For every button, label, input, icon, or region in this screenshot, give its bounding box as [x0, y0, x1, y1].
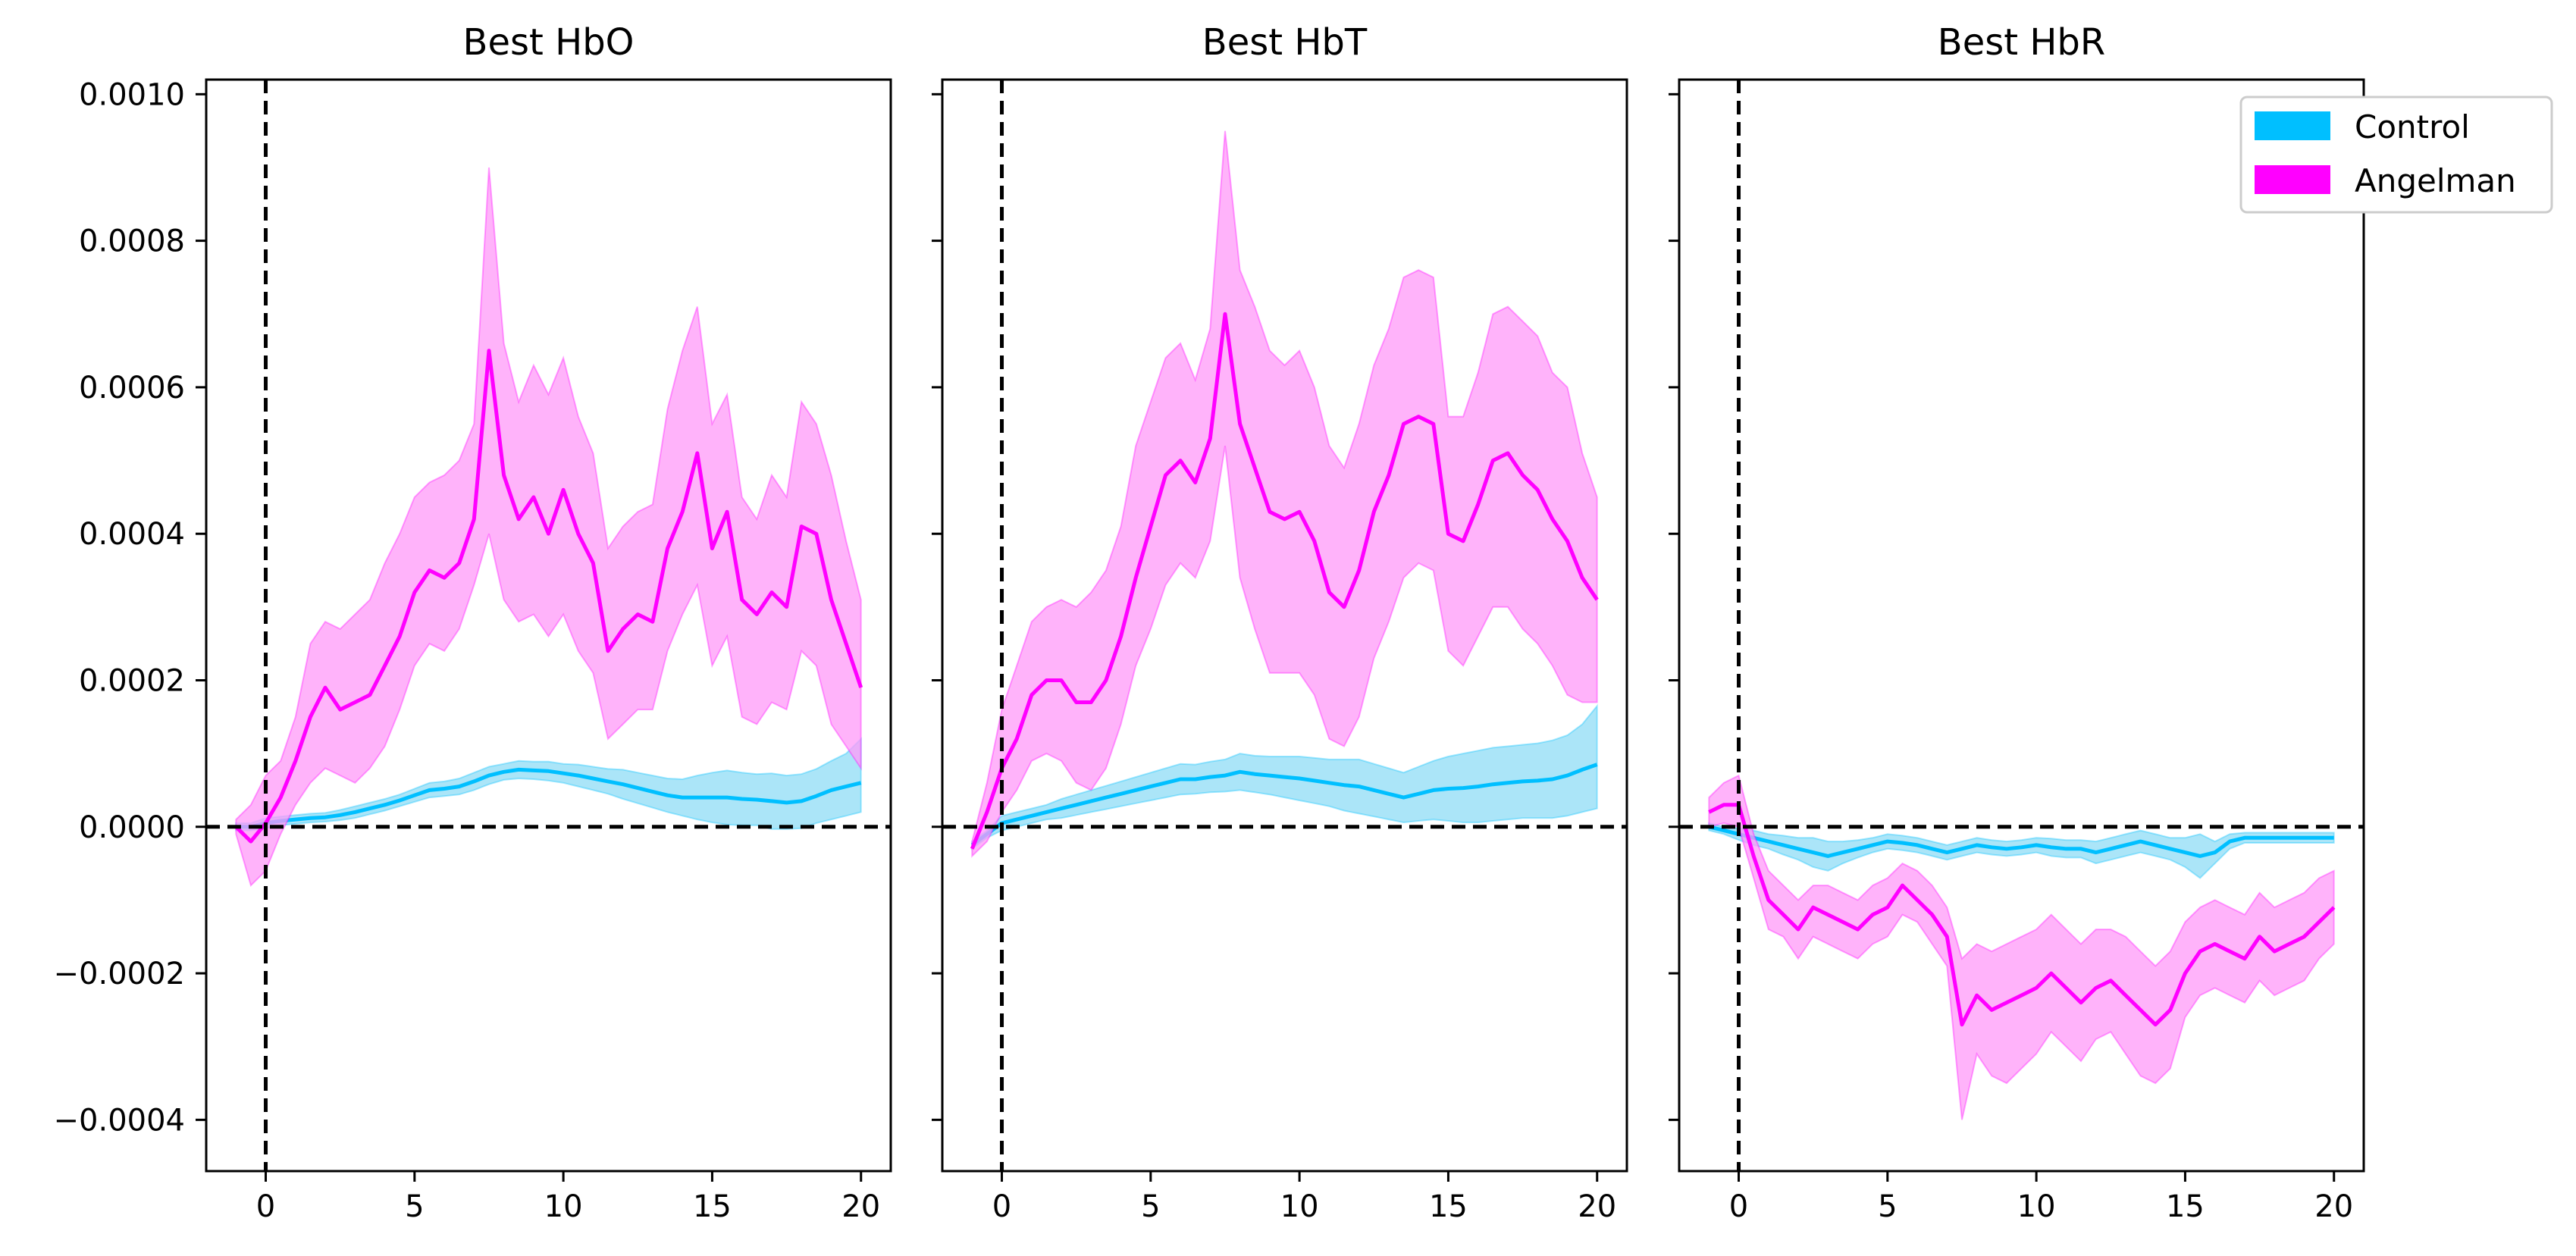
- y-tick-label: −0.0002: [54, 957, 185, 991]
- y-tick-label: 0.0008: [79, 224, 185, 259]
- x-tick-label: 10: [544, 1189, 583, 1224]
- band-angelman: [235, 167, 862, 887]
- x-tick-label: 10: [1280, 1189, 1319, 1224]
- band-control: [1708, 822, 2335, 879]
- plot-area: [1708, 774, 2336, 1120]
- y-tick-label: 0.0006: [79, 371, 185, 406]
- panel-title: Best HbR: [1938, 21, 2105, 64]
- band-angelman: [971, 130, 1598, 858]
- legend-label-angelman: Angelman: [2355, 162, 2516, 199]
- line-angelman: [234, 349, 863, 844]
- plot-frame: [205, 78, 892, 1173]
- line-control: [970, 763, 1598, 847]
- x-tick-label: 20: [1578, 1189, 1616, 1224]
- legend-label-control: Control: [2355, 108, 2470, 146]
- panel-3: Best HbR 0 5 10 15 20: [1669, 21, 2365, 1224]
- line-angelman: [1708, 803, 2336, 1027]
- x-tick-label: 15: [2166, 1189, 2205, 1224]
- line-control: [236, 767, 862, 829]
- plot-frame: [1678, 78, 2365, 1173]
- band-angelman: [1708, 774, 2335, 1120]
- legend-swatch-control: [2255, 111, 2330, 140]
- y-tick-label: 0.0000: [79, 810, 185, 845]
- x-tick-label: 5: [405, 1189, 424, 1224]
- x-tick-label: 20: [2314, 1189, 2353, 1224]
- x-tick-label: 15: [693, 1189, 732, 1224]
- x-tick-label: 5: [1878, 1189, 1897, 1224]
- x-tick-label: 0: [992, 1189, 1011, 1224]
- y-tick-label: −0.0004: [54, 1103, 185, 1138]
- panel-title: Best HbT: [1202, 21, 1368, 64]
- plot-frame: [941, 78, 1628, 1173]
- panel-2: Best HbT 0 5 10 15 20: [932, 21, 1628, 1224]
- panel-1: Best HbO 0 5 10 15 20 −0.0004 −0.0002 0.0000 0.00…: [54, 21, 892, 1224]
- panel-title: Best HbO: [463, 21, 635, 64]
- x-tick-label: 20: [841, 1189, 880, 1224]
- x-tick-label: 10: [2017, 1189, 2056, 1224]
- legend-swatch-angelman: [2255, 165, 2330, 194]
- y-tick-label: 0.0002: [79, 663, 185, 698]
- band-control: [235, 737, 862, 832]
- x-tick-label: 0: [1729, 1189, 1748, 1224]
- y-tick-label: 0.0004: [79, 517, 185, 552]
- x-tick-label: 0: [256, 1189, 275, 1224]
- line-control: [1708, 825, 2334, 858]
- y-tick-label: 0.0010: [79, 77, 185, 112]
- x-tick-label: 5: [1141, 1189, 1160, 1224]
- plot-area: [234, 167, 863, 887]
- legend: Control Angelman: [2239, 96, 2553, 214]
- x-tick-label: 15: [1429, 1189, 1468, 1224]
- plot-area: [970, 130, 1599, 858]
- line-angelman: [970, 312, 1599, 850]
